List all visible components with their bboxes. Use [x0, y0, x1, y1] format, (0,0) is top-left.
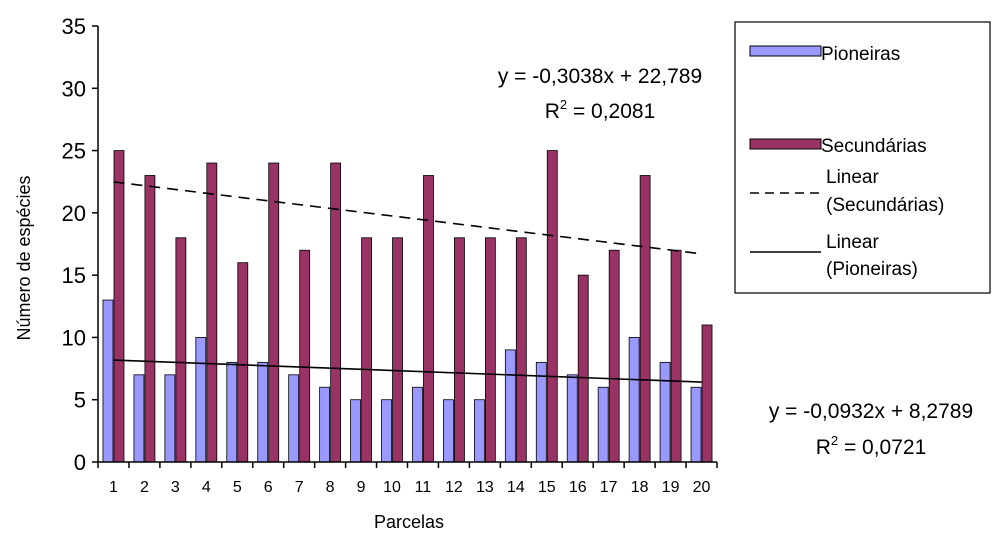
y-tick-label: 10 [62, 325, 86, 350]
trendline-secundarias [113, 181, 702, 255]
x-ticks: 1 2 3 4 5 6 7 8 9 10 11 12 13 14 15 16 17 18 19 20 [97, 462, 718, 496]
legend-swatch-pioneiras [749, 45, 822, 57]
bar-pioneiras [133, 374, 145, 463]
bar-pioneiras [504, 349, 516, 463]
equation-pioneiras-r2: R2 = 0,0721 [816, 433, 927, 459]
x-axis-title: Parcelas [374, 512, 444, 532]
legend-swatch-secundarias [749, 138, 822, 150]
equation-pioneiras-formula: y = -0,0932x + 8,2789 [769, 400, 973, 423]
x-tick-label: 8 [326, 479, 335, 496]
bar-secundarias [670, 249, 682, 463]
bar-secundarias [268, 162, 280, 463]
bar-secundarias [639, 175, 651, 463]
trendline-pioneiras [113, 359, 702, 383]
x-tick-label: 17 [600, 479, 618, 496]
bar-secundarias [299, 249, 311, 463]
x-tick-label: 19 [662, 479, 680, 496]
x-tick-label: 15 [538, 479, 556, 496]
bar-secundarias [206, 162, 218, 463]
bar-secundarias [237, 262, 249, 463]
bar-secundarias [113, 150, 125, 463]
bar-secundarias [144, 175, 156, 463]
legend-label-linear-secundarias-2: (Secundárias) [826, 195, 944, 216]
legend: Pioneiras Secundárias Linear (Secundária… [734, 21, 991, 294]
legend-label-linear-pioneiras-2: (Pioneiras) [826, 259, 918, 280]
legend-frame [734, 21, 991, 294]
legend-label-secundarias: Secundárias [821, 136, 927, 157]
x-tick-label: 20 [693, 479, 711, 496]
bar-pioneiras [102, 299, 114, 463]
bar-pioneiras [535, 361, 547, 463]
bar-secundarias [175, 237, 187, 463]
y-tick-label: 25 [62, 139, 86, 164]
y-tick-label: 5 [74, 388, 86, 413]
equation-secundarias-r2: R2 = 0,2081 [545, 97, 656, 123]
x-tick-label: 5 [233, 479, 242, 496]
bar-pioneiras [164, 374, 176, 463]
x-tick-label: 13 [476, 479, 494, 496]
x-tick-label: 3 [171, 479, 180, 496]
x-tick-label: 14 [507, 479, 525, 496]
bar-secundarias [454, 237, 465, 463]
bar-pioneiras [566, 374, 578, 463]
bar-pioneiras [195, 337, 207, 463]
bar-pioneiras [226, 361, 238, 463]
equation-pioneiras: y = -0,0932x + 8,2789 R2 = 0,0721 [769, 400, 973, 459]
legend-label-linear-secundarias-1: Linear [826, 167, 879, 188]
x-tick-label: 1 [109, 479, 118, 496]
y-tick-label: 15 [62, 263, 86, 288]
bar-secundarias [515, 237, 527, 463]
y-axis-title: Número de espécies [14, 175, 34, 340]
equation-secundarias-formula: y = -0,3038x + 22,789 [498, 65, 702, 88]
bar-pioneiras [473, 399, 485, 463]
bar-secundarias [484, 237, 496, 463]
bar-pioneiras [257, 361, 269, 463]
legend-label-pioneiras: Pioneiras [821, 44, 900, 65]
bar-pioneiras [690, 386, 702, 463]
bar-secundarias [361, 237, 372, 463]
x-tick-label: 16 [569, 479, 587, 496]
bar-secundarias [608, 249, 620, 463]
x-tick-label: 4 [202, 479, 211, 496]
bar-pioneiras [381, 399, 392, 463]
bar-pioneiras [288, 374, 300, 463]
x-tick-label: 6 [264, 479, 273, 496]
x-tick-label: 18 [631, 479, 649, 496]
bar-pioneiras [597, 386, 609, 463]
x-tick-label: 9 [357, 479, 366, 496]
y-tick-label: 0 [74, 450, 86, 475]
x-tick-label: 7 [295, 479, 304, 496]
bar-pioneiras [412, 386, 423, 463]
x-tick-label: 2 [140, 479, 149, 496]
bar-pioneiras [319, 386, 331, 463]
bars-layer [102, 150, 713, 463]
x-tick-label: 10 [383, 479, 401, 496]
bar-secundarias [392, 237, 403, 463]
bar-pioneiras [628, 337, 640, 463]
x-tick-label: 12 [445, 479, 463, 496]
bar-pioneiras [350, 399, 361, 463]
y-tick-label: 30 [62, 76, 86, 101]
bar-secundarias [546, 150, 558, 463]
y-tick-label: 20 [62, 201, 86, 226]
equation-secundarias: y = -0,3038x + 22,789 R2 = 0,2081 [498, 65, 702, 123]
trendlines-layer [113, 181, 702, 383]
bar-secundarias [423, 175, 434, 463]
y-tick-label: 35 [62, 14, 86, 39]
y-ticks: 0 5 10 15 20 25 30 35 [62, 14, 98, 475]
x-tick-label: 11 [415, 479, 432, 496]
bar-secundarias [701, 324, 713, 463]
bar-secundarias [577, 274, 589, 463]
bar-pioneiras [443, 399, 454, 463]
legend-label-linear-pioneiras-1: Linear [826, 232, 879, 253]
bar-pioneiras [659, 361, 671, 463]
